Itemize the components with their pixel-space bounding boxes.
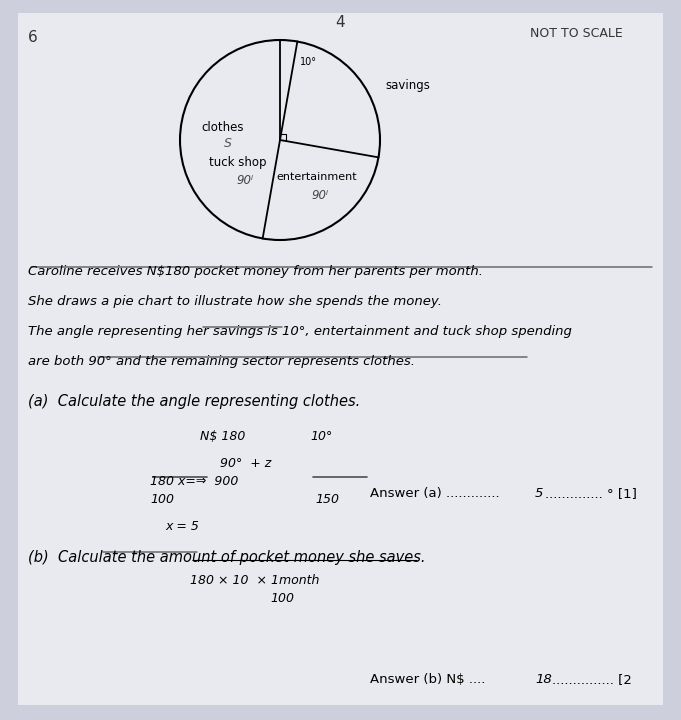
Text: ............... [2: ............... [2: [552, 673, 632, 686]
Text: 6: 6: [28, 30, 37, 45]
Text: (a)  Calculate the angle representing clothes.: (a) Calculate the angle representing clo…: [28, 394, 360, 409]
Text: (b)  Calculate the amount of pocket money she saves.: (b) Calculate the amount of pocket money…: [28, 550, 426, 565]
Text: She draws a pie chart to illustrate how she spends the money.: She draws a pie chart to illustrate how …: [28, 295, 442, 308]
Text: are both 90° and the remaining sector represents clothes.: are both 90° and the remaining sector re…: [28, 355, 415, 368]
Text: 150: 150: [315, 493, 339, 506]
Text: 100: 100: [150, 493, 174, 506]
FancyBboxPatch shape: [18, 13, 663, 705]
Text: 90ˡ: 90ˡ: [237, 174, 254, 187]
Text: clothes: clothes: [201, 121, 243, 134]
Text: entertainment: entertainment: [276, 172, 357, 182]
Text: 180 × 10  × 1month: 180 × 10 × 1month: [190, 574, 319, 587]
Circle shape: [180, 40, 380, 240]
Text: 100: 100: [270, 592, 294, 605]
Text: Caroline receives N$180 pocket money from her parents per month.: Caroline receives N$180 pocket money fro…: [28, 265, 483, 278]
Text: S: S: [224, 137, 232, 150]
Text: 18: 18: [535, 673, 552, 686]
Text: NOT TO SCALE: NOT TO SCALE: [530, 27, 622, 40]
Text: 180 x=⇒  900: 180 x=⇒ 900: [150, 475, 238, 488]
Text: savings: savings: [385, 78, 430, 91]
Text: 90°  + z: 90° + z: [220, 457, 271, 470]
Text: Answer (b) N$ ....: Answer (b) N$ ....: [370, 673, 486, 686]
Text: Answer (a) .............: Answer (a) .............: [370, 487, 500, 500]
Text: 4: 4: [335, 15, 345, 30]
Text: 5: 5: [535, 487, 543, 500]
Text: tuck shop: tuck shop: [210, 156, 267, 169]
Text: x = 5: x = 5: [165, 520, 199, 533]
Text: 90ˡ: 90ˡ: [311, 189, 328, 202]
Text: 10°: 10°: [300, 57, 317, 67]
Text: The angle representing her savings is 10°, entertainment and tuck shop spending: The angle representing her savings is 10…: [28, 325, 572, 338]
Text: .............. ° [1]: .............. ° [1]: [545, 487, 637, 500]
Text: N$ 180: N$ 180: [200, 430, 245, 443]
Text: 10°: 10°: [310, 430, 332, 443]
